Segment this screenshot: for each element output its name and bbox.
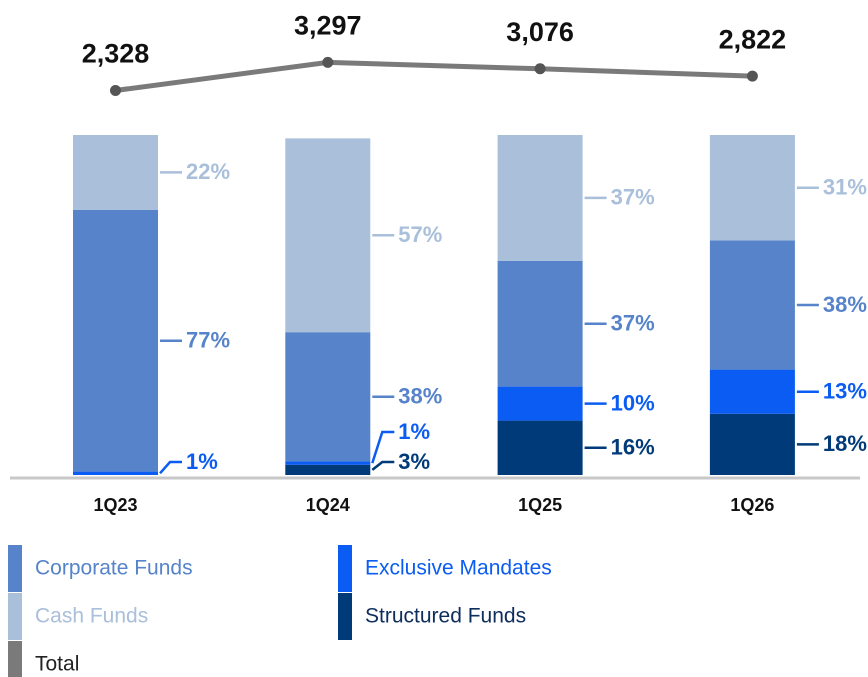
bar-segment [497, 135, 583, 261]
total-label: 3,297 [294, 11, 362, 41]
legend-label: Total [35, 653, 79, 676]
legend-label: Corporate Funds [35, 557, 193, 580]
bar-segment [497, 260, 583, 387]
bar-segment [285, 332, 371, 462]
data-label: 37% [611, 311, 655, 336]
bar-segment [285, 464, 371, 475]
bar-segment [709, 369, 795, 414]
bar-segment [709, 135, 795, 241]
data-label: 1% [398, 419, 430, 444]
legend-swatch [338, 593, 352, 640]
legend-label: Exclusive Mandates [365, 557, 552, 580]
bar-segment [709, 413, 795, 475]
data-label: 37% [611, 185, 655, 210]
bar-segment [73, 471, 158, 475]
total-label: 3,076 [506, 17, 574, 47]
x-tick-label: 1Q23 [93, 495, 137, 515]
data-label: 13% [823, 379, 867, 404]
data-label: 38% [823, 292, 867, 317]
legend-swatch [8, 641, 22, 677]
legend-swatch [8, 545, 22, 592]
data-label: 3% [398, 449, 430, 474]
total-point [746, 70, 758, 82]
bar-segment [709, 240, 795, 370]
leader-line [159, 460, 182, 475]
data-label: 22% [186, 159, 230, 184]
data-label: 57% [398, 222, 442, 247]
legend-swatch [8, 593, 22, 640]
x-tick-label: 1Q25 [518, 495, 562, 515]
data-label: 1% [186, 449, 218, 474]
data-label: 10% [611, 390, 655, 415]
bar-segment [73, 209, 158, 472]
total-point [322, 56, 334, 68]
bar-segment [285, 138, 371, 333]
x-tick-label: 1Q26 [730, 495, 774, 515]
leader-line [371, 430, 395, 464]
data-label: 18% [823, 431, 867, 456]
data-label: 16% [611, 435, 655, 460]
x-tick-label: 1Q24 [306, 495, 350, 515]
bar-segment [497, 386, 583, 421]
bar-segment [285, 461, 371, 465]
total-line [115, 59, 753, 93]
data-label: 77% [186, 328, 230, 353]
bar-segment [497, 420, 583, 475]
bar-segment [73, 135, 158, 210]
total-label: 2,822 [719, 24, 787, 54]
legend-swatch [338, 545, 352, 592]
legend-label: Cash Funds [35, 605, 148, 628]
total-point [534, 63, 546, 75]
total-label: 2,328 [82, 39, 150, 69]
data-label: 31% [823, 175, 867, 200]
total-point [110, 84, 121, 96]
leader-line [371, 460, 395, 471]
legend-label: Structured Funds [365, 605, 526, 628]
data-label: 38% [398, 384, 442, 409]
